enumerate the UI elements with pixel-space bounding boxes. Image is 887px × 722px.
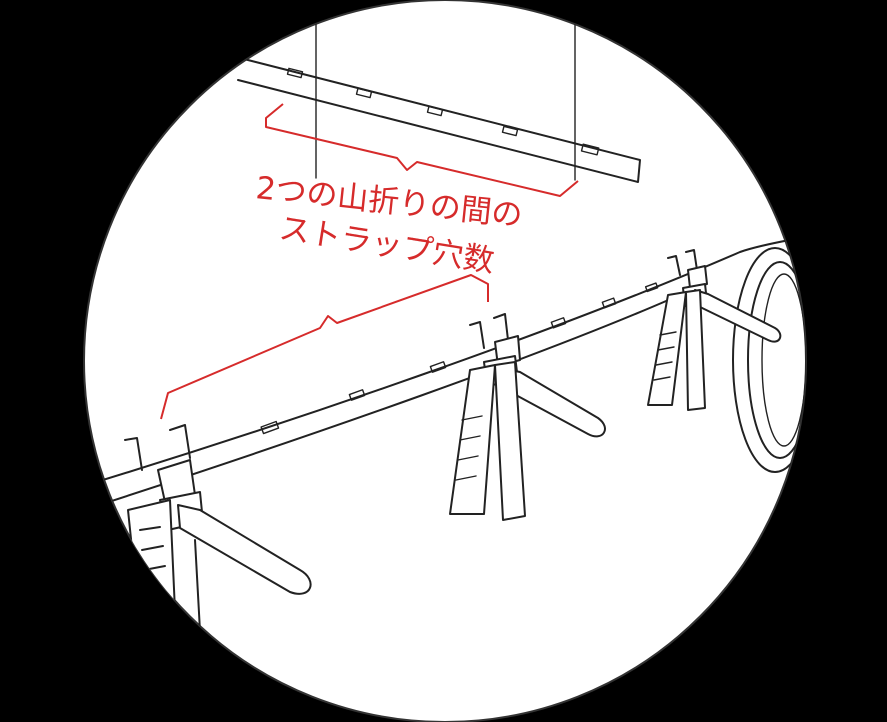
- guide-lines: [315, 0, 576, 181]
- clip-right: [647, 249, 782, 411]
- clip-middle: [449, 313, 606, 521]
- strap-coil: [732, 247, 806, 473]
- lower-bracket: [160, 274, 489, 420]
- upper-strap: [237, 57, 641, 183]
- upper-bracket: [265, 103, 579, 197]
- lower-strap-holes: [260, 282, 659, 435]
- upper-strap-holes: [286, 67, 600, 156]
